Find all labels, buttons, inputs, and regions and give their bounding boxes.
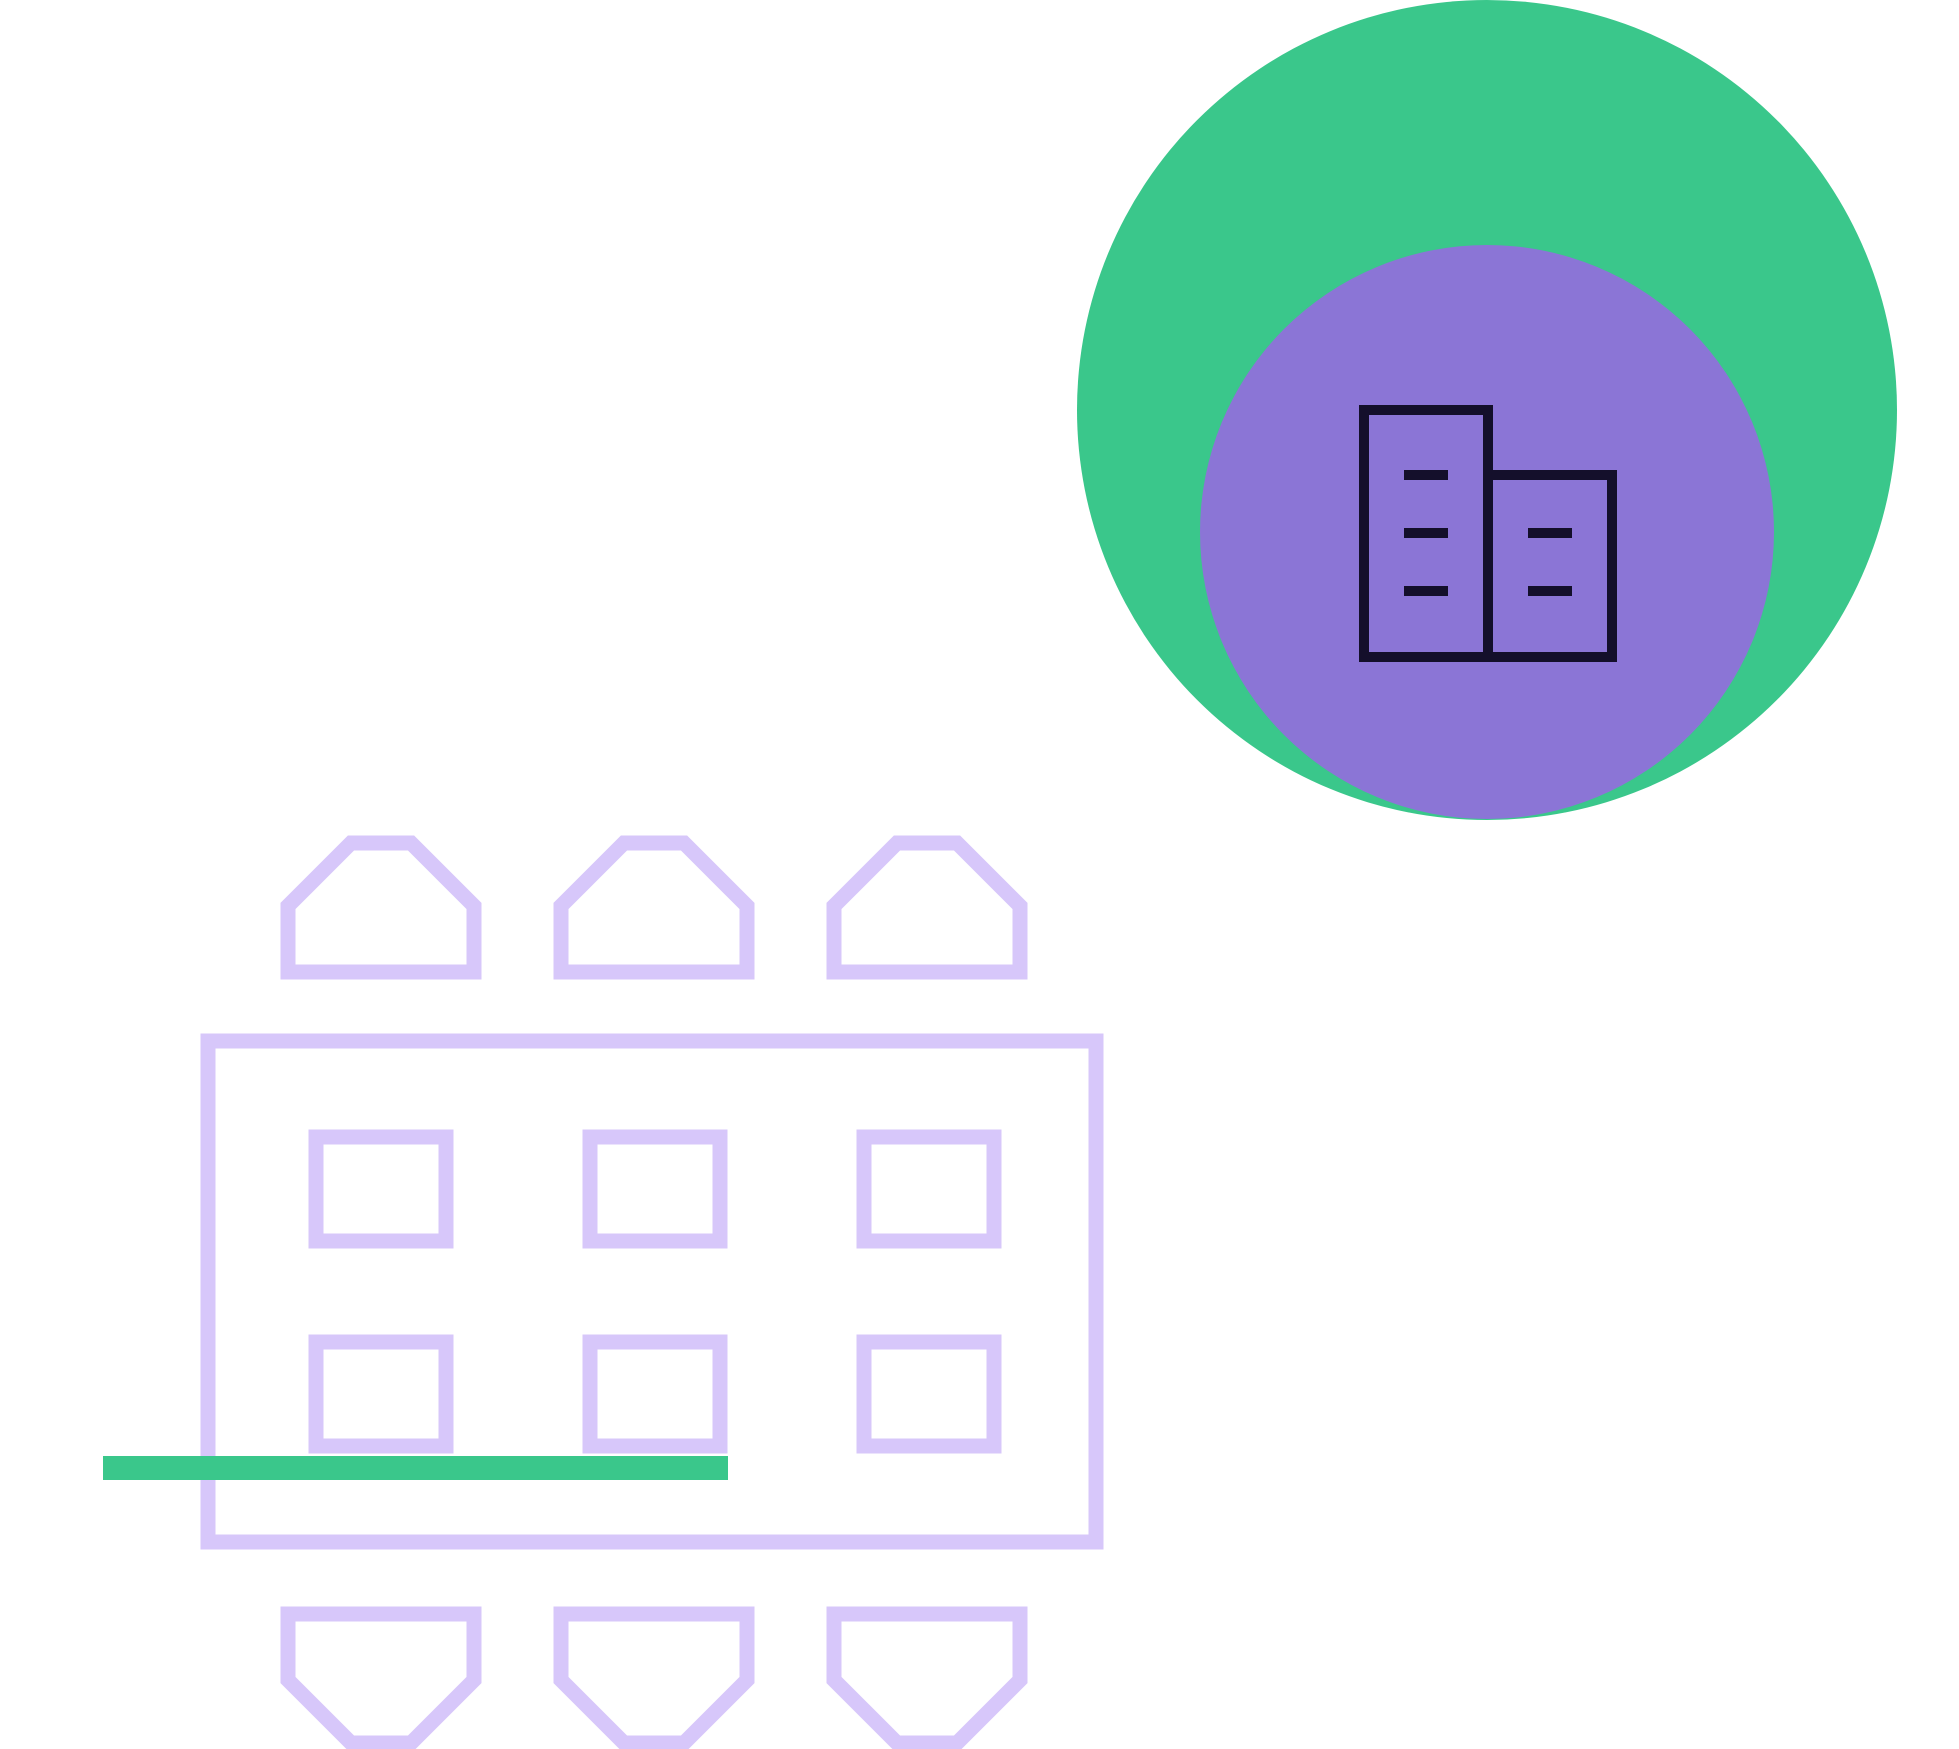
- chair-bottom: [826, 1606, 1028, 1749]
- accent-bar: [103, 1456, 728, 1480]
- building-icon: [1359, 405, 1617, 662]
- screen: [308, 1129, 454, 1249]
- screen: [856, 1334, 1002, 1454]
- screen: [582, 1334, 728, 1454]
- chair-top: [553, 835, 755, 980]
- chair-top: [280, 835, 482, 980]
- chair-top: [826, 835, 1028, 980]
- building-short-tower: [1483, 470, 1617, 662]
- conference-table: [200, 1033, 1104, 1550]
- chair-bottom: [280, 1606, 482, 1749]
- chair-bottom: [553, 1606, 755, 1749]
- conference-room: [200, 835, 1104, 1749]
- screen: [308, 1334, 454, 1454]
- screen: [582, 1129, 728, 1249]
- screen: [856, 1129, 1002, 1249]
